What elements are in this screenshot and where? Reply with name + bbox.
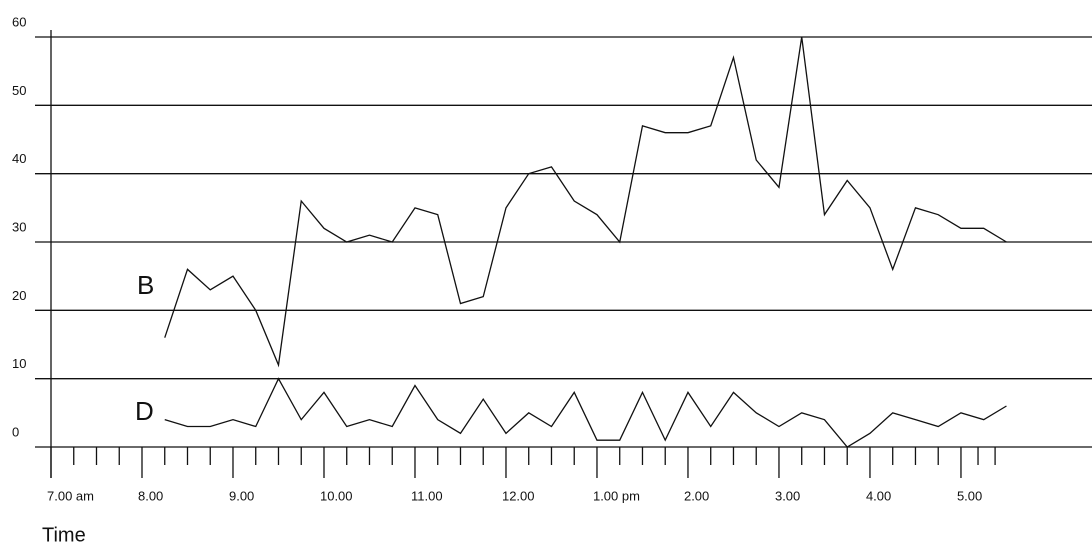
y-tick-label: 20 bbox=[12, 288, 26, 303]
y-tick-label: 10 bbox=[12, 356, 26, 371]
x-tick-label: 7.00 am bbox=[47, 488, 94, 503]
x-tick-label: 8.00 bbox=[138, 488, 163, 503]
x-tick-label: 2.00 bbox=[684, 488, 709, 503]
x-tick-label: 1.00 pm bbox=[593, 488, 640, 503]
series-label: D bbox=[135, 396, 154, 426]
x-tick-label: 4.00 bbox=[866, 488, 891, 503]
series-line bbox=[164, 36, 1007, 368]
x-tick-label: 11.00 bbox=[411, 488, 443, 503]
x-tick-label: 3.00 bbox=[775, 488, 800, 503]
x-tick-label: 10.00 bbox=[320, 488, 353, 503]
series-label: B bbox=[137, 270, 154, 300]
x-tick-label: 5.00 bbox=[957, 488, 982, 503]
y-tick-label: 60 bbox=[12, 14, 26, 29]
y-tick-label: 0 bbox=[12, 424, 19, 439]
series-line bbox=[164, 377, 1007, 448]
y-tick-label: 50 bbox=[12, 83, 26, 98]
x-axis-label: Time bbox=[42, 524, 86, 546]
y-tick-label: 40 bbox=[12, 151, 26, 166]
x-tick-label: 12.00 bbox=[502, 488, 535, 503]
y-tick-label: 30 bbox=[12, 219, 26, 234]
x-tick-label: 9.00 bbox=[229, 488, 254, 503]
